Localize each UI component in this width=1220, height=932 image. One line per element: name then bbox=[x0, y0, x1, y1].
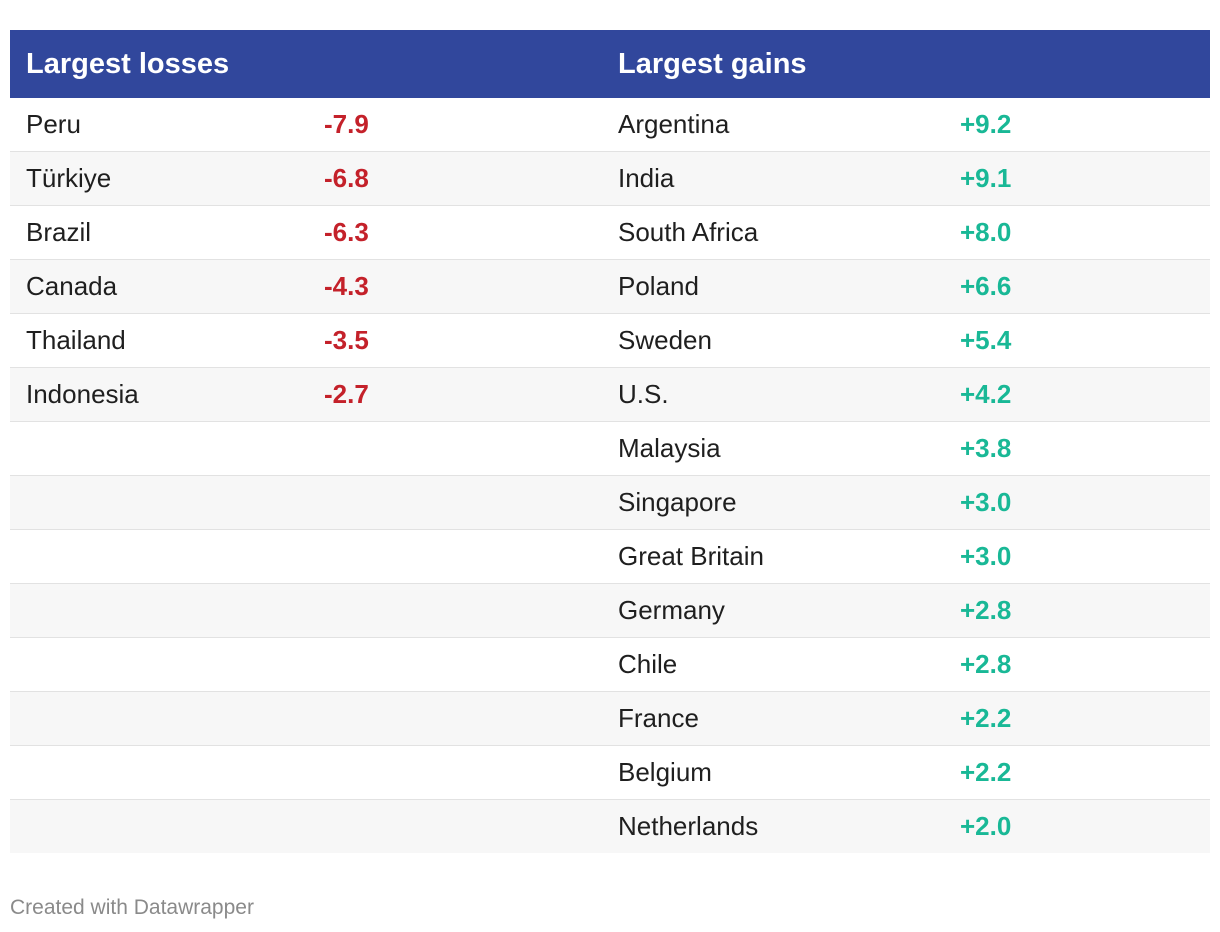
loss-country: Canada bbox=[26, 271, 118, 301]
loss-value: -7.9 bbox=[324, 109, 369, 139]
gain-value: +2.2 bbox=[960, 703, 1012, 733]
gain-country: Poland bbox=[618, 271, 699, 301]
gain-value: +8.0 bbox=[960, 217, 1012, 247]
table-row: Indonesia -2.7 U.S. +4.2 bbox=[10, 368, 1210, 422]
gain-value: +2.0 bbox=[960, 811, 1012, 841]
table-row: Canada -4.3 Poland +6.6 bbox=[10, 260, 1210, 314]
header-largest-gains: Largest gains bbox=[618, 47, 807, 80]
gain-country: Malaysia bbox=[618, 433, 721, 463]
loss-country: Thailand bbox=[26, 325, 126, 355]
gain-value: +9.1 bbox=[960, 163, 1012, 193]
table-row: Malaysia +3.8 bbox=[10, 422, 1210, 476]
gain-value: +5.4 bbox=[960, 325, 1012, 355]
gain-value: +9.2 bbox=[960, 109, 1012, 139]
gain-country: India bbox=[618, 163, 675, 193]
gain-country: Germany bbox=[618, 595, 725, 625]
loss-country: Brazil bbox=[26, 217, 92, 247]
gain-country: Chile bbox=[618, 649, 678, 679]
header-largest-losses: Largest losses bbox=[26, 47, 230, 80]
table-row: Brazil -6.3 South Africa +8.0 bbox=[10, 206, 1210, 260]
gain-value: +6.6 bbox=[960, 271, 1012, 301]
table-row: France +2.2 bbox=[10, 692, 1210, 746]
loss-value: -3.5 bbox=[324, 325, 369, 355]
gain-country: Argentina bbox=[618, 109, 730, 139]
gain-value: +2.2 bbox=[960, 757, 1012, 787]
gain-country: Singapore bbox=[618, 487, 737, 517]
table-header: Largest losses Largest gains bbox=[10, 30, 1210, 98]
gain-country: Great Britain bbox=[618, 541, 764, 571]
table-body: Peru -7.9 Argentina +9.2 Türkiye -6.8 India +9.… bbox=[10, 98, 1210, 853]
gain-country: U.S. bbox=[618, 379, 669, 409]
gain-value: +4.2 bbox=[960, 379, 1012, 409]
table-row: Peru -7.9 Argentina +9.2 bbox=[10, 98, 1210, 152]
data-table: Largest losses Largest gains Peru -7.9 Arg… bbox=[10, 30, 1210, 853]
gain-country: Sweden bbox=[618, 325, 712, 355]
gain-value: +3.8 bbox=[960, 433, 1012, 463]
loss-value: -6.3 bbox=[324, 217, 369, 247]
loss-country: Türkiye bbox=[26, 163, 112, 193]
loss-value: -2.7 bbox=[324, 379, 369, 409]
table-row: Türkiye -6.8 India +9.1 bbox=[10, 152, 1210, 206]
footer-credit: Created with Datawrapper bbox=[10, 896, 254, 919]
gain-value: +2.8 bbox=[960, 649, 1012, 679]
loss-value: -6.8 bbox=[324, 163, 369, 193]
gain-value: +3.0 bbox=[960, 541, 1012, 571]
gain-country: South Africa bbox=[618, 217, 759, 247]
loss-value: -4.3 bbox=[324, 271, 369, 301]
loss-country: Indonesia bbox=[26, 379, 139, 409]
gain-country: Belgium bbox=[618, 757, 712, 787]
table-row: Chile +2.8 bbox=[10, 638, 1210, 692]
gain-country: France bbox=[618, 703, 699, 733]
table-row: Belgium +2.2 bbox=[10, 746, 1210, 800]
table-row: Great Britain +3.0 bbox=[10, 530, 1210, 584]
table-row: Thailand -3.5 Sweden +5.4 bbox=[10, 314, 1210, 368]
table-row: Singapore +3.0 bbox=[10, 476, 1210, 530]
loss-country: Peru bbox=[26, 109, 81, 139]
table-row: Germany +2.8 bbox=[10, 584, 1210, 638]
gain-value: +3.0 bbox=[960, 487, 1012, 517]
gain-country: Netherlands bbox=[618, 811, 759, 841]
gain-value: +2.8 bbox=[960, 595, 1012, 625]
table-row: Netherlands +2.0 bbox=[10, 800, 1210, 853]
